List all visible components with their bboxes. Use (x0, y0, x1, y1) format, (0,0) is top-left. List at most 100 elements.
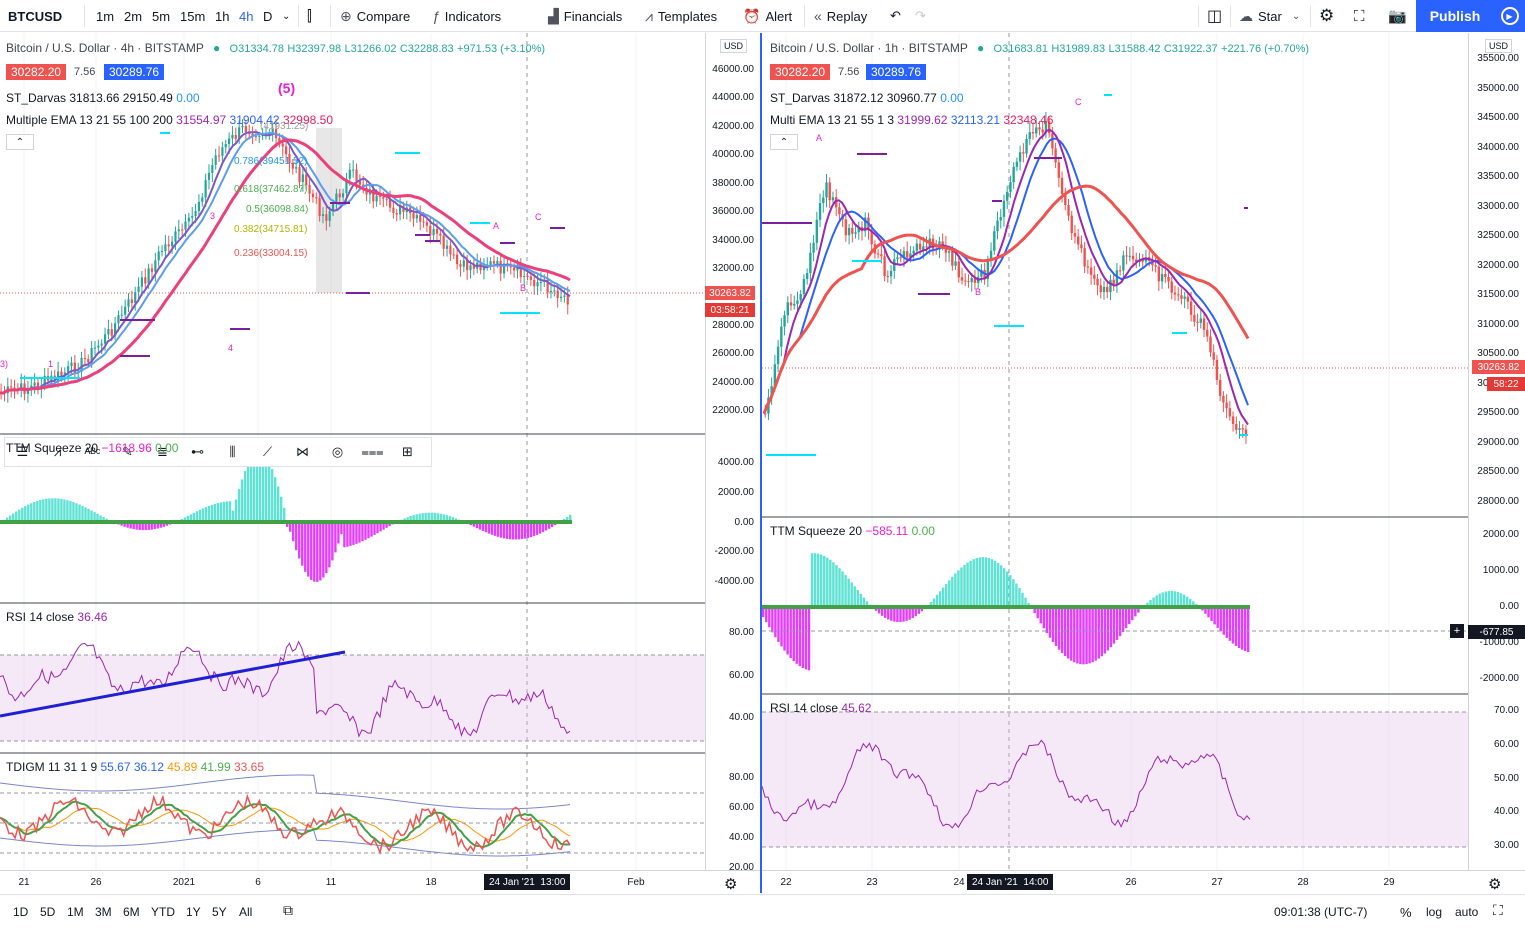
interval-d-button[interactable]: D (263, 8, 273, 24)
wave-label: B (975, 287, 982, 297)
crosshair-date-text: 24 Jan '21 (972, 876, 1018, 888)
tdi-legend[interactable]: TDIGM 11 31 1 9 55.67 36.12 45.89 41.99 … (6, 760, 264, 774)
range-6m-button[interactable]: 6M (123, 905, 140, 919)
range-1d-button[interactable]: 1D (13, 905, 29, 919)
right-time-axis[interactable]: 24 Jan '21 14:00 ⚙ 22 23 24 26 27 28 29 (762, 870, 1525, 893)
alert-button[interactable]: ⏰ Alert (743, 0, 792, 32)
rsi-legend[interactable]: RSI 14 close 45.62 (770, 701, 871, 715)
layout-name-button[interactable]: ☁ Star ⌄ (1239, 0, 1300, 32)
fib-label: 0.5(36098.84) (246, 204, 309, 215)
redo-icon[interactable]: ↷ (915, 8, 926, 23)
trend-line-icon[interactable]: ⟋ (262, 444, 273, 459)
collapse-legend-button[interactable]: ⌃ (770, 134, 798, 150)
parallel-channel-icon[interactable]: ⩶ (361, 444, 384, 459)
currency-label[interactable]: USD (720, 39, 748, 53)
compare-button[interactable]: ⊕ Compare (340, 0, 410, 32)
replay-button[interactable]: «Replay (814, 0, 867, 32)
compare-label: Compare (356, 8, 411, 24)
left-time-axis[interactable]: 24 Jan '21 13:00 ⚙ 21 26 2021 6 11 18 Feb (0, 870, 760, 893)
fib-label: (41931.25) (260, 121, 309, 132)
buy-price-button[interactable]: 30289.76 (104, 64, 165, 80)
candles-icon[interactable]: ⫿ (307, 7, 312, 25)
indicator-ema[interactable]: Multiple EMA 13 21 55 100 200 31554.97 3… (6, 113, 333, 127)
add-alert-plus-icon[interactable]: + (1450, 624, 1464, 638)
camera-icon[interactable]: 📷 (1388, 8, 1407, 25)
indicator-darvas[interactable]: ST_Darvas 31813.66 29150.49 0.00 (6, 91, 200, 105)
tdi-mid-line (0, 807, 571, 842)
price-axis-label: 40000.00 (712, 149, 754, 161)
buy-price-button[interactable]: 30289.76 (866, 64, 927, 80)
gann-box-icon[interactable]: ⊞ (402, 444, 413, 459)
pattern-tool-icon[interactable]: ⩘ (53, 444, 62, 459)
sell-price-button[interactable]: 30282.20 (6, 64, 67, 80)
fullscreen-icon[interactable]: ⛶ (1354, 7, 1365, 25)
abc-pattern-icon[interactable]: ᴬᴮᶜ (84, 444, 101, 460)
pane-divider[interactable] (760, 33, 762, 893)
interval-1h-button[interactable]: 1h (215, 8, 230, 24)
ttm-legend[interactable]: TTM Squeeze 20 −1618.96 0.00 (6, 441, 178, 455)
indicator-darvas[interactable]: ST_Darvas 31872.12 30960.77 0.00 (770, 91, 964, 105)
left-chart-canvas[interactable] (0, 33, 760, 893)
indicators-button[interactable]: ƒ Indicators (432, 0, 501, 32)
range-1m-button[interactable]: 1M (67, 905, 84, 919)
ttm-bar (75, 503, 78, 522)
right-chart-canvas[interactable] (762, 33, 1525, 893)
lines-tool-icon[interactable]: ☰ (16, 444, 29, 459)
horizontal-line-icon[interactable]: ⊷ (191, 444, 204, 459)
right-price-axis[interactable]: USD 35500.00 35000.00 34500.00 34000.00 3350… (1468, 33, 1525, 870)
ttm-bar (783, 607, 786, 651)
range-ytd-button[interactable]: YTD (151, 905, 175, 919)
ttm-bar (493, 522, 497, 536)
chevron-down-icon[interactable]: ⌄ (282, 10, 291, 22)
interval-1m-button[interactable]: 1m (96, 8, 115, 24)
indicator-ema[interactable]: Multi EMA 13 21 55 1 3 31999.62 32113.21… (770, 113, 1053, 127)
play-icon[interactable]: ▶ (1494, 0, 1525, 32)
ttm-legend[interactable]: TTM Squeeze 20 −585.11 0.00 (770, 524, 935, 538)
auto-scale-toggle[interactable]: auto (1455, 905, 1479, 919)
date-range-icon[interactable]: ⧉ (283, 902, 293, 918)
indicator-value: −585.11 (865, 524, 909, 538)
range-all-button[interactable]: All (239, 905, 253, 919)
interval-15m-button[interactable]: 15m (180, 8, 206, 24)
interval-2m-button[interactable]: 2m (124, 8, 143, 24)
publish-button[interactable]: Publish (1416, 0, 1494, 32)
range-5y-button[interactable]: 5Y (212, 905, 227, 919)
interval-4h-button[interactable]: 4h (239, 8, 254, 24)
bars-pattern-icon[interactable]: ⫼ (229, 444, 236, 459)
candle-body (472, 265, 475, 269)
indicator-value: 55.67 (100, 760, 131, 774)
brush-tool-icon[interactable]: ✎ (122, 444, 133, 459)
xabcd-pattern-icon[interactable]: ⋈ (296, 444, 309, 459)
range-1y-button[interactable]: 1Y (186, 905, 201, 919)
ttm-bar (1149, 599, 1152, 607)
templates-button[interactable]: ⩘ Templates (645, 0, 717, 32)
currency-label[interactable]: USD (1485, 39, 1513, 53)
settings-gear-icon[interactable]: ⚙ (724, 876, 738, 893)
collapse-legend-button[interactable]: ⌃ (6, 134, 34, 150)
percent-scale-toggle[interactable]: % (1400, 905, 1412, 920)
price-axis-label: 20.00 (728, 862, 754, 873)
fib-spiral-icon[interactable]: ◎ (331, 444, 344, 459)
ttm-bar (343, 522, 346, 548)
settings-gear-icon[interactable]: ⚙ (1488, 876, 1502, 893)
right-chart[interactable]: Bitcoin / U.S. Dollar · 1h · BITSTAMP ● … (762, 33, 1525, 893)
symbol-search-button[interactable]: BTCUSD (8, 8, 63, 24)
fullscreen-icon[interactable]: ⛶ (1493, 902, 1503, 918)
undo-icon[interactable]: ↶ (890, 8, 901, 23)
candle-body (1070, 215, 1073, 234)
financials-button[interactable]: ▟ Financials (548, 0, 622, 32)
price-axis-label: 42000.00 (712, 120, 754, 132)
left-chart[interactable]: Bitcoin / U.S. Dollar · 4h · BITSTAMP ● … (0, 33, 760, 893)
range-3m-button[interactable]: 3M (95, 905, 112, 919)
log-scale-toggle[interactable]: log (1426, 905, 1443, 919)
rsi-trendline (0, 650, 346, 718)
left-price-axis[interactable]: USD 46000.00 44000.00 42000.00 40000.00 3800… (705, 33, 760, 873)
range-5d-button[interactable]: 5D (40, 905, 56, 919)
settings-gear-icon[interactable]: ⚙ (1319, 6, 1335, 25)
layout-icon[interactable]: ◫ (1207, 8, 1223, 25)
clock-time[interactable]: 09:01:38 (UTC-7) (1274, 905, 1368, 919)
rsi-legend[interactable]: RSI 14 close 36.46 (6, 610, 107, 624)
interval-5m-button[interactable]: 5m (152, 8, 171, 24)
fib-tool-icon[interactable]: ≣ (157, 444, 168, 459)
sell-price-button[interactable]: 30282.20 (770, 64, 831, 80)
